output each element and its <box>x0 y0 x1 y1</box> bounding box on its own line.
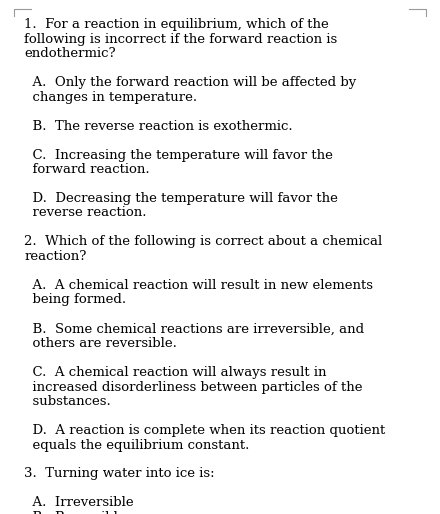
Text: A.  A chemical reaction will result in new elements: A. A chemical reaction will result in ne… <box>24 279 373 292</box>
Text: D.  A reaction is complete when its reaction quotient: D. A reaction is complete when its react… <box>24 424 385 437</box>
Text: D.  Decreasing the temperature will favor the: D. Decreasing the temperature will favor… <box>24 192 338 205</box>
Text: 2.  Which of the following is correct about a chemical: 2. Which of the following is correct abo… <box>24 235 382 248</box>
Text: B.  The reverse reaction is exothermic.: B. The reverse reaction is exothermic. <box>24 119 293 133</box>
Text: forward reaction.: forward reaction. <box>24 163 150 176</box>
Text: endothermic?: endothermic? <box>24 47 116 60</box>
Text: following is incorrect if the forward reaction is: following is incorrect if the forward re… <box>24 32 337 46</box>
Text: A.  Irreversible: A. Irreversible <box>24 497 134 509</box>
Text: 1.  For a reaction in equilibrium, which of the: 1. For a reaction in equilibrium, which … <box>24 18 329 31</box>
Text: substances.: substances. <box>24 395 111 408</box>
Text: B.  Some chemical reactions are irreversible, and: B. Some chemical reactions are irreversi… <box>24 322 364 336</box>
Text: C.  Increasing the temperature will favor the: C. Increasing the temperature will favor… <box>24 149 333 161</box>
Text: being formed.: being formed. <box>24 293 126 306</box>
Text: equals the equilibrium constant.: equals the equilibrium constant. <box>24 438 249 451</box>
Text: increased disorderliness between particles of the: increased disorderliness between particl… <box>24 380 363 394</box>
Text: others are reversible.: others are reversible. <box>24 337 177 350</box>
Text: reaction?: reaction? <box>24 250 87 263</box>
Text: A.  Only the forward reaction will be affected by: A. Only the forward reaction will be aff… <box>24 76 356 89</box>
Text: 3.  Turning water into ice is:: 3. Turning water into ice is: <box>24 468 215 481</box>
Text: reverse reaction.: reverse reaction. <box>24 207 147 219</box>
Text: changes in temperature.: changes in temperature. <box>24 90 197 103</box>
Text: C.  A chemical reaction will always result in: C. A chemical reaction will always resul… <box>24 366 326 379</box>
Text: B.  Reversible: B. Reversible <box>24 511 126 514</box>
